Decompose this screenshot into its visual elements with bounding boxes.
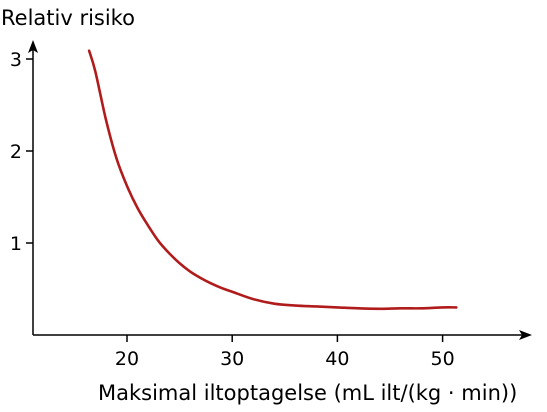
y-tick-label: 3 (10, 49, 22, 71)
y-axis-arrow (28, 40, 38, 53)
axes (28, 40, 532, 340)
y-tick-label: 1 (10, 233, 22, 255)
series-group (87, 49, 458, 311)
ticks: 20 30 40 50 1 2 3 (10, 49, 455, 370)
x-tick-label: 40 (325, 348, 349, 370)
y-axis-title: Relativ risiko (1, 6, 135, 30)
x-axis-title: Maksimal iltoptagelse (mL ilt/(kg · min)… (98, 381, 517, 405)
x-axis-arrow (519, 330, 532, 340)
x-tick-label: 20 (115, 348, 139, 370)
risk-curve-line (87, 49, 458, 311)
y-tick-label: 2 (10, 141, 22, 163)
x-tick-label: 30 (220, 348, 244, 370)
x-tick-label: 50 (431, 348, 455, 370)
